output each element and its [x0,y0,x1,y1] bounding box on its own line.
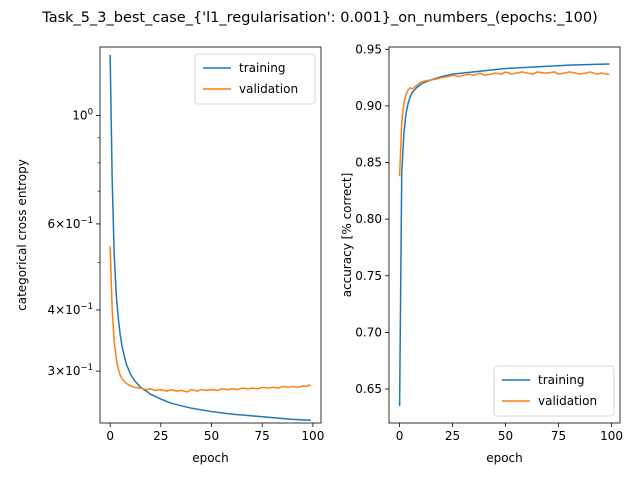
y-tick-label: 4×10−1 [48,302,94,317]
x-tick-label: 25 [445,429,460,443]
y-axis-label: accuracy [% correct] [340,173,354,298]
axes-frame [99,46,322,424]
x-tick-label: 75 [551,429,566,443]
series-line-training [398,63,610,407]
y-tick-label: 0.80 [355,212,382,226]
x-tick-label: 25 [153,429,168,443]
legend-label-training: training [239,61,286,75]
legend-box [493,365,615,417]
y-tick-label: 3×10−1 [48,363,94,378]
loss-chart: 0 25 50 75 100 100 6×10−1 4×10−1 3×10−1 epoch cate… [15,46,324,465]
y-axis-label: categorical cross entropy [15,159,29,311]
x-tick-label: 50 [204,429,219,443]
x-tick-label: 0 [396,429,404,443]
y-tick-label: 6×10−1 [48,216,94,231]
y-tick-label: 100 [72,107,93,122]
x-axis-label: epoch [486,451,523,465]
legend-label-validation: validation [239,82,298,96]
legend-label-validation: validation [538,394,597,408]
series-line-training [109,54,311,422]
x-tick-label: 50 [498,429,513,443]
x-tick-label: 75 [255,429,270,443]
y-tick-label: 0.75 [355,269,382,283]
y-tick-label: 0.90 [355,99,382,113]
accuracy-chart: 0 25 50 75 100 0.65 0.70 0.75 0.80 0.85 0.90 0.95 ep… [340,42,623,465]
y-tick-label: 0.70 [355,325,382,339]
x-tick-label: 0 [106,429,114,443]
axes-frame [388,46,621,424]
series-line-validation [109,246,312,393]
series-line-validation [398,71,610,177]
x-tick-label: 100 [301,429,324,443]
figure-title: Task_5_3_best_case_{'l1_regularisation':… [41,10,598,26]
y-tick-label: 0.85 [355,156,382,170]
legend-label-training: training [538,373,585,387]
y-tick-label: 0.95 [355,42,382,56]
legend-box [194,53,316,105]
x-axis-label: epoch [192,451,229,465]
y-tick-label: 0.65 [355,382,382,396]
x-tick-label: 100 [600,429,623,443]
